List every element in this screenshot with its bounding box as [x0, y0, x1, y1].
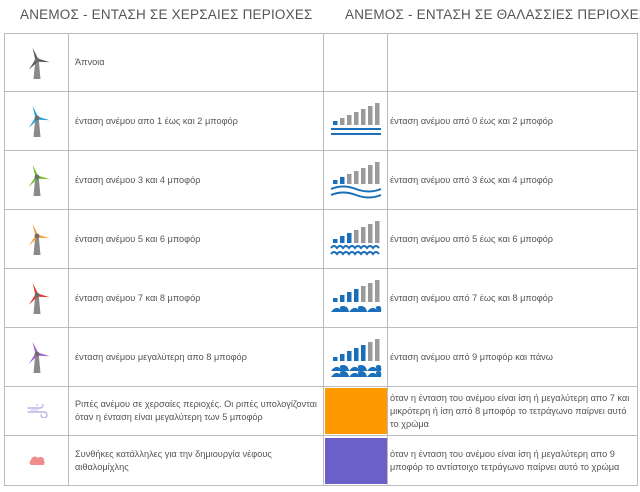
- windmill-red-icon: [5, 281, 68, 315]
- sea-description: ένταση ανέμου από 7 έως και 8 μποφόρ: [387, 268, 638, 328]
- land-description: ένταση ανέμου απο 1 έως και 2 μποφόρ: [68, 91, 324, 151]
- land-description: ένταση ανέμου 7 και 8 μποφόρ: [68, 268, 324, 328]
- wind-legend-table: Άπνοια ένταση ανέμου απο 1 έως και 2 μπο…: [4, 33, 638, 486]
- sea-header: ΑΝΕΜΟΣ - ΕΝΤΑΣΗ ΣΕ ΘΑΛΑΣΣΙΕΣ ΠΕΡΙΟΧΕΣ: [345, 7, 640, 22]
- sea-description: [387, 33, 638, 92]
- land-description: ένταση ανέμου μεγαλύτερη απο 8 μποφόρ: [68, 327, 324, 387]
- sea-description: όταν η ένταση του ανέμου είναι ίση ή μεγ…: [387, 435, 638, 486]
- table-row: Ριπές ανέμου σε χερσαίες περιοχές. Οι ρι…: [4, 386, 638, 436]
- sea-level-1-icon: [324, 99, 387, 143]
- table-row: ένταση ανέμου απο 1 έως και 2 μποφόρ έντ…: [4, 91, 638, 151]
- windmill-green-icon: [5, 163, 68, 197]
- land-description: ένταση ανέμου 3 και 4 μποφόρ: [68, 150, 324, 210]
- sea-description: ένταση ανέμου από 3 έως και 4 μποφόρ: [387, 150, 638, 210]
- land-header: ΑΝΕΜΟΣ - ΕΝΤΑΣΗ ΣΕ ΧΕΡΣΑΙΕΣ ΠΕΡΙΟΧΕΣ: [20, 7, 313, 22]
- windmill-grey-icon: [5, 46, 68, 80]
- land-icon-cell: [4, 33, 69, 92]
- table-row: Συνθήκες κατάλληλες για την δημιουργία ν…: [4, 435, 638, 486]
- windmill-blue-icon: [5, 104, 68, 138]
- sea-description: ένταση ανέμου από 5 έως και 6 μποφόρ: [387, 209, 638, 269]
- land-description: Συνθήκες κατάλληλες για την δημιουργία ν…: [68, 435, 324, 486]
- sea-level-4-icon: [324, 276, 387, 320]
- sea-level-3-icon: [324, 217, 387, 261]
- land-description: Άπνοια: [68, 33, 324, 92]
- purple-swatch: [324, 437, 387, 484]
- sea-icon-cell: [323, 33, 388, 92]
- windmill-orange-icon: [5, 222, 68, 256]
- table-row: Άπνοια: [4, 33, 638, 92]
- sea-level-2-icon: [324, 158, 387, 202]
- sea-description: όταν η ένταση του ανέμου είναι ίση ή μεγ…: [387, 386, 638, 436]
- sea-level-5-icon: [324, 335, 387, 379]
- windmill-purple-icon: [5, 340, 68, 374]
- table-row: ένταση ανέμου 3 και 4 μποφόρ ένταση ανέμ…: [4, 150, 638, 210]
- sea-description: ένταση ανέμου από 9 μποφόρ και πάνω: [387, 327, 638, 387]
- fog-cloud-icon: [29, 456, 45, 465]
- land-description: Ριπές ανέμου σε χερσαίες περιοχές. Οι ρι…: [68, 386, 324, 436]
- table-row: ένταση ανέμου μεγαλύτερη απο 8 μποφόρ έν…: [4, 327, 638, 387]
- orange-swatch: [324, 388, 387, 434]
- table-row: ένταση ανέμου 7 και 8 μποφόρ ένταση ανέμ…: [4, 268, 638, 328]
- table-row: ένταση ανέμου 5 και 6 μποφόρ ένταση ανέμ…: [4, 209, 638, 269]
- land-description: ένταση ανέμου 5 και 6 μποφόρ: [68, 209, 324, 269]
- sea-description: ένταση ανέμου από 0 έως και 2 μποφόρ: [387, 91, 638, 151]
- wind-gust-icon: [26, 404, 48, 418]
